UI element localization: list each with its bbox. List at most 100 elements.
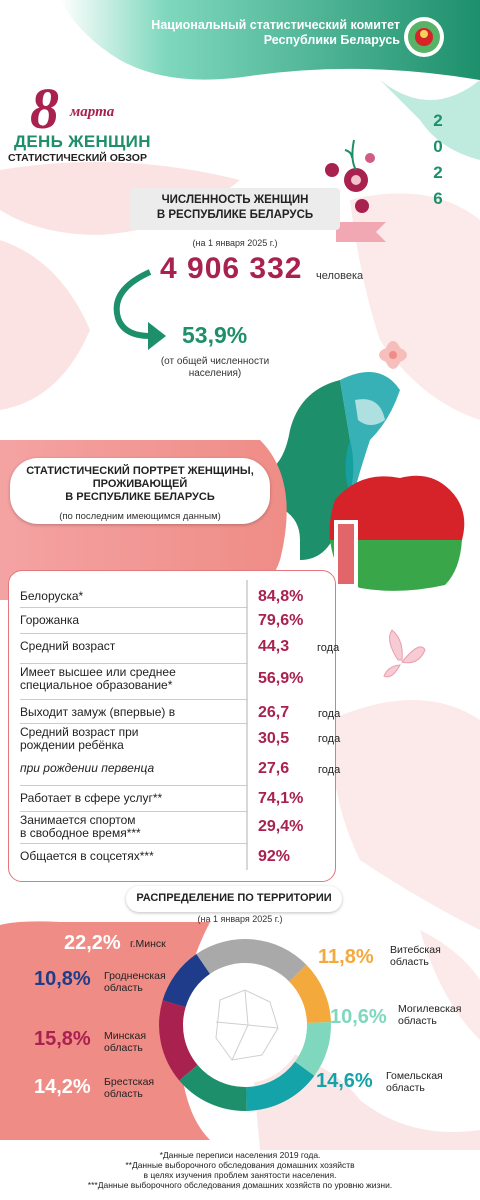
footnote-2b: в целях изучения проблем занятости насел… bbox=[143, 1170, 337, 1180]
stat-label: Средний возраст при рождении ребёнка bbox=[20, 726, 138, 752]
region-name: Витебская область bbox=[390, 944, 441, 968]
stat-label: Имеет высшее или среднее специальное обра… bbox=[20, 666, 176, 692]
region-name-line-1: Витебская bbox=[390, 944, 441, 956]
stat-row-divider bbox=[20, 633, 248, 634]
donut-segment bbox=[196, 939, 307, 982]
portrait-heading-box bbox=[10, 458, 270, 524]
portrait-line-2: ПРОЖИВАЮЩЕЙ bbox=[92, 478, 188, 490]
stat-label-line-2: в свободное время*** bbox=[20, 826, 141, 840]
stat-unit: года bbox=[317, 642, 340, 654]
org-line-2: Республики Беларусь bbox=[263, 33, 400, 47]
stat-row-divider bbox=[20, 843, 248, 844]
region-name-line-1: Брестская bbox=[104, 1076, 155, 1088]
stat-unit: года bbox=[318, 764, 341, 776]
region-name-line-1: г.Минск bbox=[130, 938, 166, 950]
stat-value: 44,3 bbox=[258, 638, 290, 655]
stat-label-line-1: Занимается спортом bbox=[20, 813, 136, 827]
region-name: Гомельская область bbox=[386, 1070, 443, 1094]
subtitle: СТАТИСТИЧЕСКИЙ ОБЗОР bbox=[8, 152, 147, 164]
stat-label-line-1: Общается в соцсетях*** bbox=[20, 849, 154, 863]
donut-segment bbox=[159, 1000, 198, 1081]
portrait-note: (по последним имеющимся данным) bbox=[59, 511, 221, 522]
footnote-3: ***Данные выборочного обследования домаш… bbox=[87, 1180, 393, 1190]
stat-value: 92% bbox=[258, 848, 291, 865]
region-percent: 14,6% bbox=[316, 1070, 373, 1092]
stat-value: 74,1% bbox=[258, 790, 304, 807]
stat-value: 30,5 bbox=[258, 730, 290, 747]
year-digit: 6 bbox=[433, 189, 443, 208]
footnote-2a: **Данные выборочного обследования домашн… bbox=[125, 1160, 355, 1170]
stat-row-divider bbox=[20, 785, 248, 786]
stat-label-line-2: специальное образование* bbox=[20, 678, 173, 692]
stat-label-line-1: Выходит замуж (впервые) в bbox=[20, 705, 176, 719]
stat-label-line-1: Работает в сфере услуг** bbox=[20, 791, 163, 805]
percent-note-line-2: населения) bbox=[188, 368, 242, 379]
distribution-date: (на 1 января 2025 г.) bbox=[197, 914, 283, 924]
region-name-line-2: область bbox=[386, 1082, 425, 1094]
stat-row-divider bbox=[20, 723, 248, 724]
stat-row-divider bbox=[20, 663, 248, 664]
region-name-line-2: область bbox=[104, 1042, 143, 1054]
year-digit: 2 bbox=[433, 163, 443, 182]
organization-name: Национальный статистический комитет Респ… bbox=[100, 18, 400, 48]
region-name: Могилевская область bbox=[398, 1003, 461, 1027]
stat-unit: года bbox=[318, 708, 341, 720]
banner-line-1: ЧИСЛЕННОСТЬ ЖЕНЩИН bbox=[161, 194, 309, 206]
region-name-line-2: область bbox=[104, 982, 143, 994]
distribution-title: РАСПРЕДЕЛЕНИЕ ПО ТЕРРИТОРИИ bbox=[136, 892, 332, 904]
holiday-title: ДЕНЬ ЖЕНЩИН bbox=[14, 132, 151, 151]
population-banner bbox=[130, 188, 340, 230]
region-name-line-2: область bbox=[398, 1015, 437, 1027]
stats-table bbox=[8, 570, 336, 882]
population-date: (на 1 января 2025 г.) bbox=[192, 238, 278, 248]
stat-label: Выходит замуж (впервые) в bbox=[20, 706, 175, 719]
population-banner-text: ЧИСЛЕННОСТЬ ЖЕНЩИН В РЕСПУБЛИКЕ БЕЛАРУСЬ bbox=[130, 193, 340, 223]
region-percent: 15,8% bbox=[34, 1028, 91, 1050]
footnotes: *Данные переписи населения 2019 года. **… bbox=[20, 1150, 460, 1190]
date-month: марта bbox=[70, 104, 115, 120]
stat-row-divider bbox=[20, 811, 248, 812]
stat-label-line-2: рождении ребёнка bbox=[20, 738, 124, 752]
percent-note: (от общей численности населения) bbox=[150, 356, 280, 380]
region-name: Гродненская область bbox=[104, 970, 166, 994]
stat-value: 26,7 bbox=[258, 704, 290, 721]
stat-label: Общается в соцсетях*** bbox=[20, 850, 154, 863]
stat-value: 27,6 bbox=[258, 760, 290, 777]
distribution-heading-box bbox=[126, 886, 342, 912]
year-vertical: 2 0 2 6 bbox=[428, 108, 448, 212]
donut-segment bbox=[246, 1061, 315, 1111]
stat-label-line-1: Белоруска* bbox=[20, 589, 84, 603]
portrait-line-3: В РЕСПУБЛИКЕ БЕЛАРУСЬ bbox=[65, 491, 215, 503]
region-name-line-1: Могилевская bbox=[398, 1003, 462, 1015]
stat-label: при рождении первенца bbox=[20, 762, 154, 775]
org-line-1: Национальный статистический комитет bbox=[151, 18, 400, 32]
banner-line-2: В РЕСПУБЛИКЕ БЕЛАРУСЬ bbox=[156, 209, 314, 221]
region-percent: 14,2% bbox=[34, 1076, 91, 1098]
distribution-donut bbox=[159, 939, 331, 1111]
donut-segment bbox=[162, 954, 210, 1008]
stat-row-divider bbox=[20, 607, 248, 608]
stats-divider bbox=[246, 580, 248, 870]
stat-label: Средний возраст bbox=[20, 640, 115, 653]
region-name: Брестская область bbox=[104, 1076, 154, 1100]
population-percent: 53,9% bbox=[182, 322, 248, 348]
region-percent: 10,8% bbox=[34, 968, 91, 990]
region-name-line-2: область bbox=[104, 1088, 143, 1100]
stat-value: 79,6% bbox=[258, 612, 304, 629]
region-name-line-1: Гомельская bbox=[386, 1070, 443, 1082]
year-digit: 0 bbox=[433, 137, 443, 156]
stat-label: Белоруска* bbox=[20, 590, 83, 603]
emblem-logo bbox=[404, 17, 444, 57]
stat-label: Горожанка bbox=[20, 614, 79, 627]
year-digit: 2 bbox=[433, 111, 443, 130]
region-name: Минская область bbox=[104, 1030, 146, 1054]
region-name: г.Минск bbox=[130, 938, 166, 950]
portrait-line-1: СТАТИСТИЧЕСКИЙ ПОРТРЕТ ЖЕНЩИНЫ, bbox=[26, 465, 254, 477]
region-name-line-1: Гродненская bbox=[104, 970, 166, 982]
donut-segment bbox=[289, 964, 331, 1023]
date-number: 8 bbox=[30, 76, 59, 141]
region-name-line-1: Минская bbox=[104, 1030, 147, 1042]
stat-value: 56,9% bbox=[258, 670, 304, 687]
portrait-heading: СТАТИСТИЧЕСКИЙ ПОРТРЕТ ЖЕНЩИНЫ, ПРОЖИВАЮ… bbox=[10, 465, 270, 504]
stat-unit: года bbox=[318, 733, 341, 745]
